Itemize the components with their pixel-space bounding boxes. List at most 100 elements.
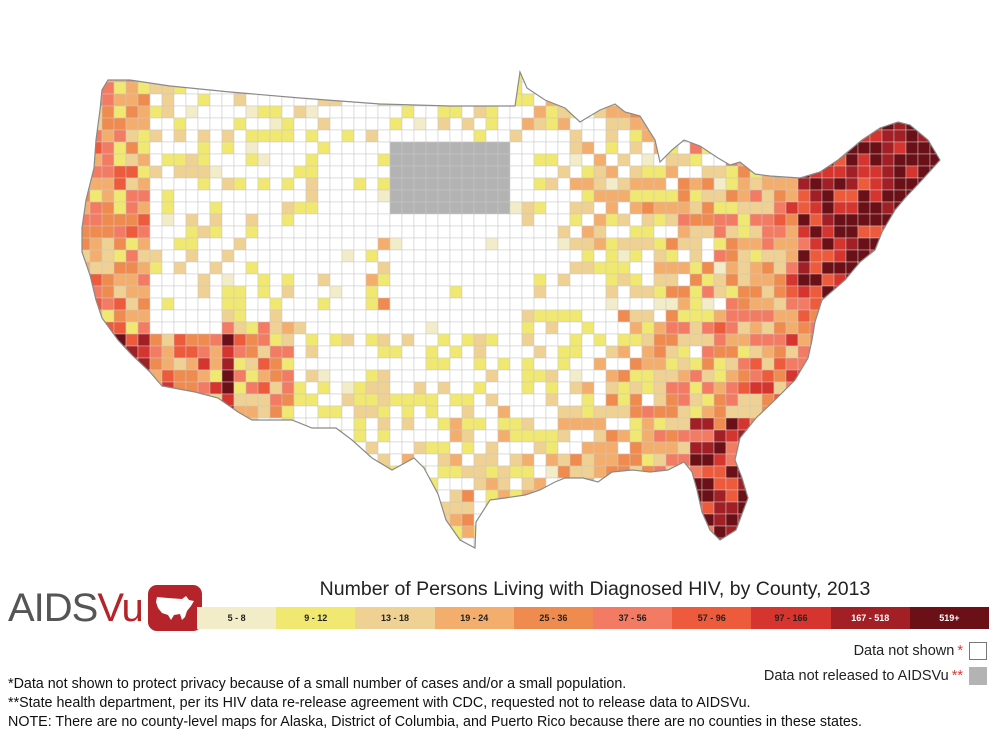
county-cell [954, 130, 966, 142]
county-cell [485, 201, 499, 215]
county-cell [365, 309, 379, 323]
county-cell [713, 201, 727, 215]
county-cell [473, 153, 487, 167]
county-cell [377, 153, 391, 167]
county-cell [821, 213, 835, 227]
county-cell [677, 429, 691, 443]
county-cell [461, 321, 475, 335]
county-cell [413, 225, 427, 239]
county-cell [233, 201, 247, 215]
county-cell [377, 117, 391, 131]
county-cell [581, 153, 595, 167]
county-cell [797, 225, 811, 239]
county-cell [954, 502, 966, 514]
county-cell [221, 141, 235, 155]
county-cell [605, 345, 619, 359]
county-cell [593, 369, 607, 383]
county-cell [389, 261, 403, 275]
county-cell [437, 225, 451, 239]
county-cell [233, 225, 247, 239]
county-cell [449, 405, 463, 419]
county-cell [869, 213, 883, 227]
county-cell [509, 165, 523, 179]
county-cell [809, 261, 823, 275]
county-cell [401, 381, 415, 395]
county-cell [773, 333, 787, 347]
county-cell [353, 417, 367, 431]
county-cell [473, 105, 487, 119]
county-cell [653, 321, 667, 335]
county-cell [954, 370, 966, 382]
county-cell [293, 345, 307, 359]
county-cell [581, 381, 595, 395]
county-cell [209, 201, 223, 215]
county-cell [425, 273, 439, 287]
county-cell [413, 117, 427, 131]
county-cell [221, 345, 235, 359]
county-cell [401, 441, 415, 455]
county-cell [569, 165, 583, 179]
county-cell [449, 393, 463, 407]
county-cell [485, 105, 499, 119]
county-cell [233, 285, 247, 299]
county-cell [677, 357, 691, 371]
county-cell [233, 153, 247, 167]
county-cell [365, 153, 379, 167]
county-cell [749, 189, 763, 203]
county-cell [353, 189, 367, 203]
county-cell [593, 177, 607, 191]
county-cell [749, 261, 763, 275]
county-cell [473, 489, 487, 503]
county-cell [593, 141, 607, 155]
county-cell [425, 453, 439, 467]
county-cell [665, 405, 679, 419]
county-cell [689, 177, 703, 191]
county-cell [605, 357, 619, 371]
county-cell [545, 213, 559, 227]
county-cell [737, 381, 751, 395]
county-cell [569, 201, 583, 215]
county-cell [449, 165, 463, 179]
county-cell [629, 417, 643, 431]
county-cell [413, 429, 427, 443]
county-cell [509, 417, 523, 431]
county-cell [377, 261, 391, 275]
county-cell [197, 189, 211, 203]
county-cell [137, 201, 151, 215]
county-cell [377, 213, 391, 227]
county-cell [113, 249, 127, 263]
county-cell [221, 165, 235, 179]
county-cell [617, 165, 631, 179]
county-cell [954, 238, 966, 250]
county-cell [749, 177, 763, 191]
county-cell [257, 285, 271, 299]
county-cell [893, 177, 907, 191]
county-cell [401, 189, 415, 203]
county-cell [413, 405, 427, 419]
county-cell [377, 369, 391, 383]
county-cell [689, 237, 703, 251]
county-cell [881, 153, 895, 167]
county-cell [485, 153, 499, 167]
county-cell [149, 129, 163, 143]
county-cell [329, 201, 343, 215]
county-cell [353, 393, 367, 407]
county-cell [329, 297, 343, 311]
county-cell [101, 285, 115, 299]
county-cell [185, 357, 199, 371]
county-cell [425, 117, 439, 131]
county-cell [617, 393, 631, 407]
county-cell [125, 93, 139, 107]
county-cell [89, 201, 103, 215]
county-cell [305, 129, 319, 143]
county-cell [737, 189, 751, 203]
county-cell [425, 153, 439, 167]
county-cell [954, 334, 966, 346]
county-cell [269, 213, 283, 227]
choropleth-map [81, 71, 966, 549]
county-cell [785, 297, 799, 311]
county-cell [593, 393, 607, 407]
county-cell [413, 441, 427, 455]
county-cell [233, 261, 247, 275]
